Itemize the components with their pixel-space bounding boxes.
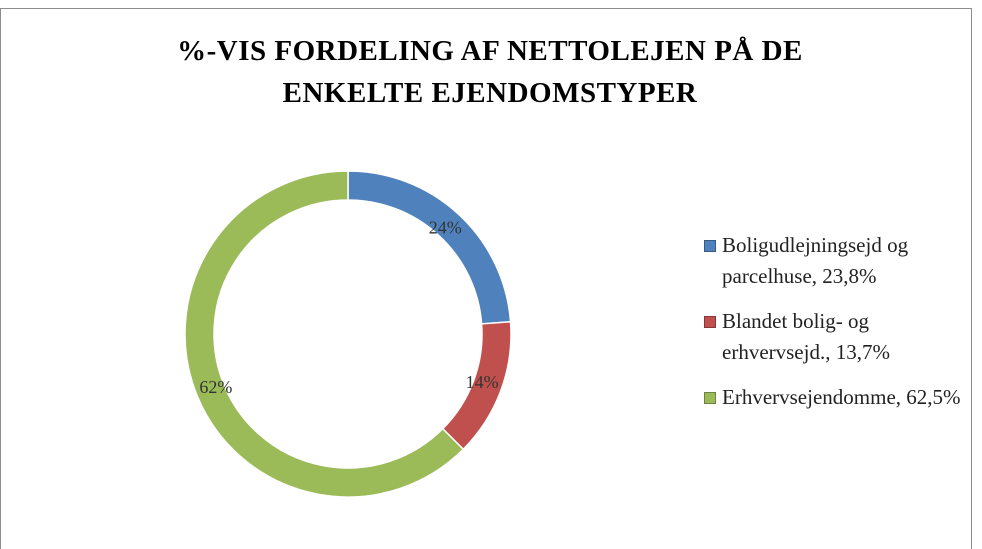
chart-title: %-VIS FORDELING AF NETTOLEJEN PÅ DE ENKE… xyxy=(177,35,803,109)
legend-swatch xyxy=(704,316,716,328)
legend-entry: Boligudlejningsejd og parcelhuse, 23,8% xyxy=(704,230,974,292)
legend-entry: Erhvervsejendomme, 62,5% xyxy=(704,382,974,413)
chart-border xyxy=(0,8,972,549)
doughnut-segment xyxy=(347,170,512,325)
doughnut-segment xyxy=(184,170,465,498)
data-label: 14% xyxy=(466,372,499,392)
legend: Boligudlejningsejd og parcelhuse, 23,8% B… xyxy=(704,230,974,413)
legend-label: Erhvervsejendomme, 62,5% xyxy=(722,385,961,409)
data-label: 24% xyxy=(429,217,462,237)
data-label: 62% xyxy=(199,377,232,397)
legend-swatch xyxy=(704,392,716,404)
legend-label: Blandet bolig- og erhvervsejd., 13,7% xyxy=(722,309,890,364)
legend-entry: Blandet bolig- og erhvervsejd., 13,7% xyxy=(704,306,974,368)
legend-label: Boligudlejningsejd og parcelhuse, 23,8% xyxy=(722,233,909,288)
legend-swatch xyxy=(704,240,716,252)
